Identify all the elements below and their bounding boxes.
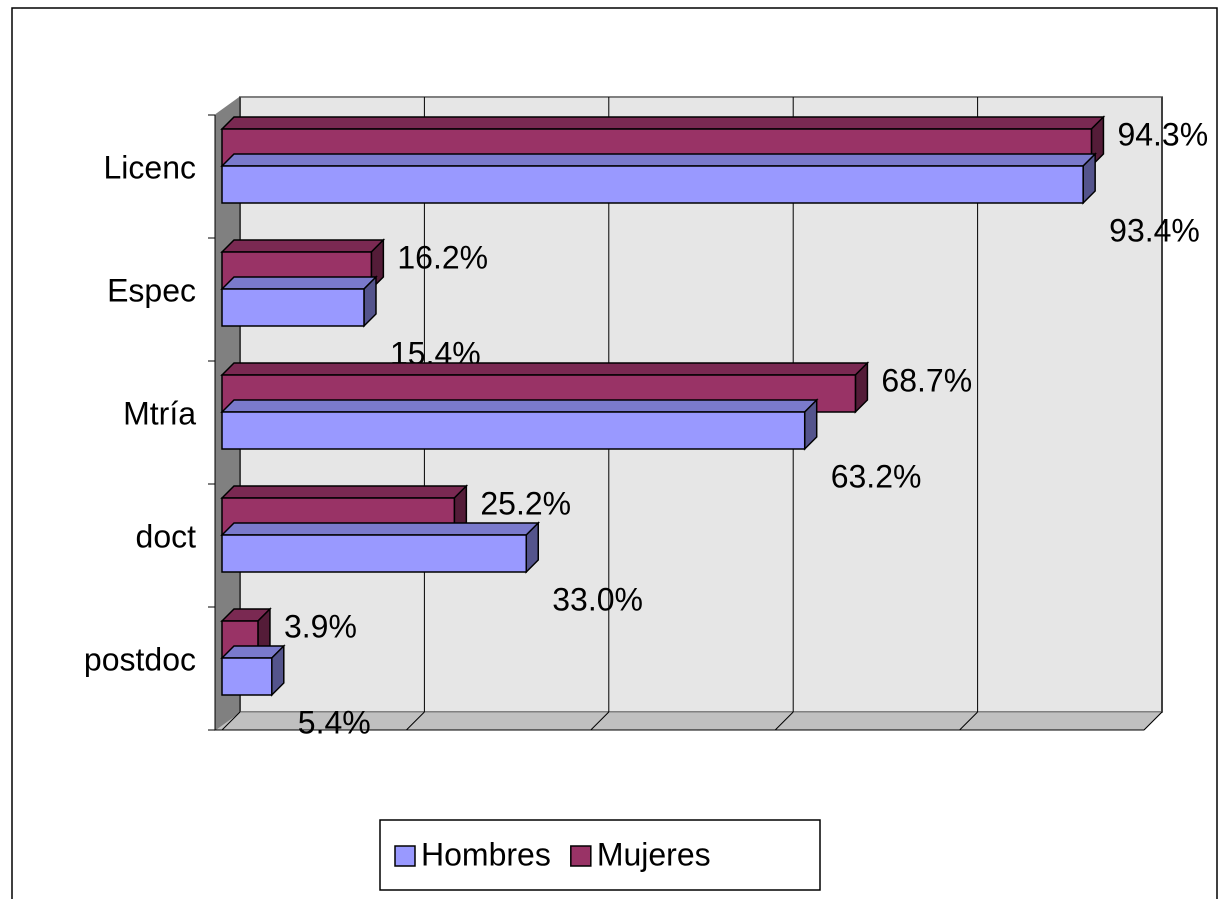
bar-top — [220, 485, 469, 499]
bar-top — [220, 362, 870, 376]
bar-top — [220, 239, 386, 253]
y-tick-label: Licenc — [104, 149, 197, 185]
data-label: 33.0% — [552, 581, 643, 617]
floor-grid-line — [1143, 711, 1163, 731]
floor-grid-line — [590, 711, 610, 731]
floor-grid-line — [221, 711, 241, 731]
bar — [221, 165, 1084, 204]
y-tick-label: Espec — [107, 272, 196, 308]
legend-label: Hombres — [421, 836, 551, 872]
legend-swatch — [394, 845, 416, 867]
data-label: 25.2% — [480, 485, 571, 521]
y-tick-label: Mtría — [123, 395, 196, 431]
bar-top — [220, 522, 541, 536]
data-label: 3.9% — [284, 608, 357, 644]
y-tick-label: postdoc — [84, 641, 196, 677]
bar-top — [220, 399, 819, 413]
legend-box — [379, 819, 821, 891]
legend-label: Mujeres — [597, 836, 711, 872]
floor-grid-line — [959, 711, 978, 731]
bar — [221, 411, 806, 450]
floor-grid-line — [406, 711, 425, 731]
bar — [221, 657, 273, 696]
y-tick-label: doct — [136, 518, 197, 554]
floor-grid-line — [774, 711, 794, 731]
data-label: 16.2% — [397, 239, 488, 275]
bar-top — [220, 153, 1097, 167]
data-label: 93.4% — [1109, 212, 1200, 248]
bar-top — [220, 276, 378, 290]
legend-swatch — [570, 845, 592, 867]
data-label: 5.4% — [298, 704, 371, 740]
bar — [221, 288, 365, 327]
bar — [221, 534, 528, 573]
data-label: 94.3% — [1117, 116, 1208, 152]
data-label: 68.7% — [881, 362, 972, 398]
bar-top — [220, 116, 1106, 130]
data-label: 63.2% — [831, 458, 922, 494]
